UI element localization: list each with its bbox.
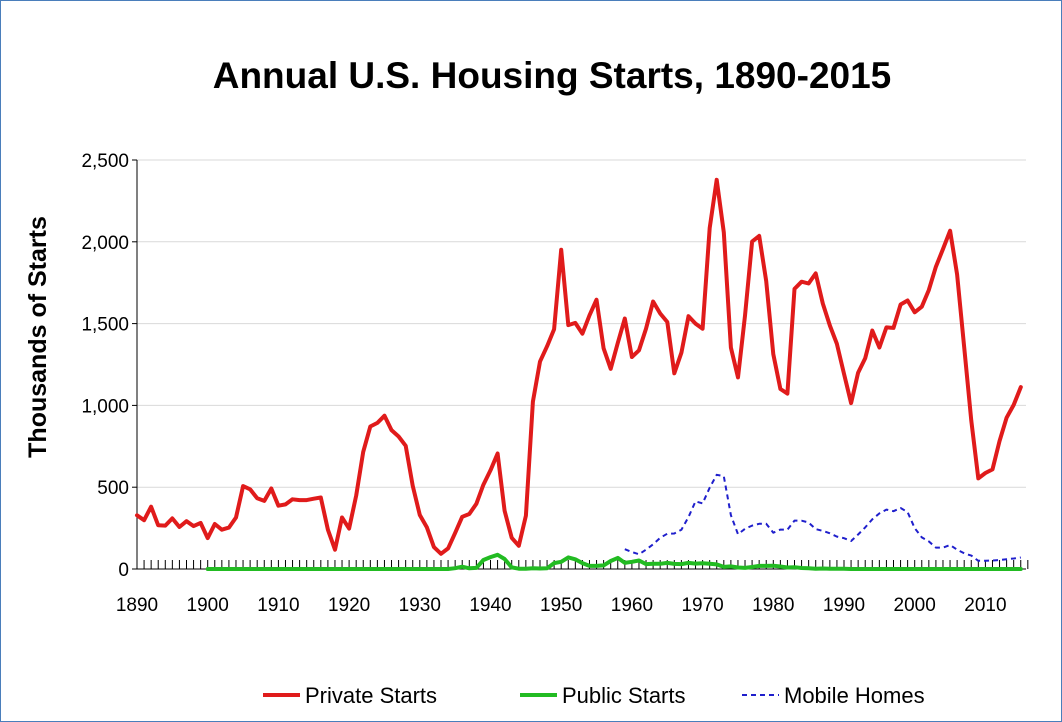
x-tick-label: 1980: [752, 595, 794, 616]
x-tick-label: 1890: [116, 595, 158, 616]
gridlines: [137, 159, 1026, 488]
x-tick-label: 1920: [328, 595, 370, 616]
legend-label: Public Starts: [562, 683, 686, 708]
legend-label: Private Starts: [305, 683, 437, 708]
chart-title: Annual U.S. Housing Starts, 1890-2015: [213, 55, 892, 96]
axes: 0 500 1,000 1,500 2,000 2,500 1890 1900 1910 1920…: [81, 151, 1029, 616]
x-tick-label: 1960: [611, 595, 653, 616]
x-tick-label: 1910: [257, 595, 299, 616]
y-axis-label: Thousands of Starts: [24, 216, 52, 458]
series-line-mobile-homes: [624, 473, 1021, 562]
legend-label: Mobile Homes: [784, 683, 925, 708]
y-tick-label: 2,000: [81, 233, 129, 254]
y-tick-label: 1,000: [81, 396, 129, 417]
x-tick-label: 2010: [964, 595, 1006, 616]
x-tick-label: 1940: [469, 595, 511, 616]
series-lines: [135, 177, 1023, 571]
series-line-public-starts: [205, 552, 1023, 571]
x-tick-label: 2000: [894, 595, 936, 616]
x-tick-label: 1970: [681, 595, 723, 616]
y-tick-label: 2,500: [81, 151, 129, 172]
series-line-private-starts: [135, 177, 1023, 556]
y-tick-label: 500: [97, 478, 129, 499]
y-tick-label: 1,500: [81, 315, 129, 336]
x-tick-label: 1990: [823, 595, 865, 616]
x-tick-label: 1900: [187, 595, 229, 616]
y-tick-label: 0: [118, 560, 129, 581]
x-tick-label: 1950: [540, 595, 582, 616]
legend: Private Starts Public Starts Mobile Homes: [263, 683, 925, 708]
x-tick-label: 1930: [399, 595, 441, 616]
